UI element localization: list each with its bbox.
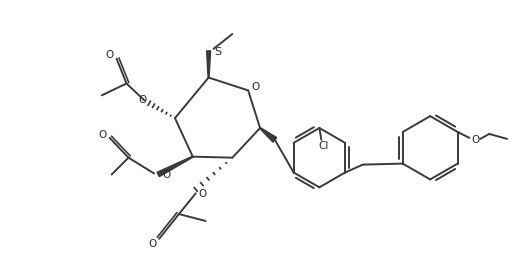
Polygon shape: [260, 127, 277, 142]
Text: O: O: [251, 82, 259, 92]
Text: O: O: [198, 189, 207, 199]
Text: O: O: [106, 50, 114, 60]
Text: O: O: [99, 130, 107, 140]
Polygon shape: [207, 51, 210, 78]
Text: O: O: [138, 95, 146, 105]
Text: O: O: [471, 135, 480, 145]
Text: S: S: [214, 47, 221, 57]
Polygon shape: [157, 156, 193, 177]
Text: Cl: Cl: [318, 141, 329, 151]
Text: O: O: [148, 239, 156, 249]
Text: O: O: [162, 170, 170, 180]
